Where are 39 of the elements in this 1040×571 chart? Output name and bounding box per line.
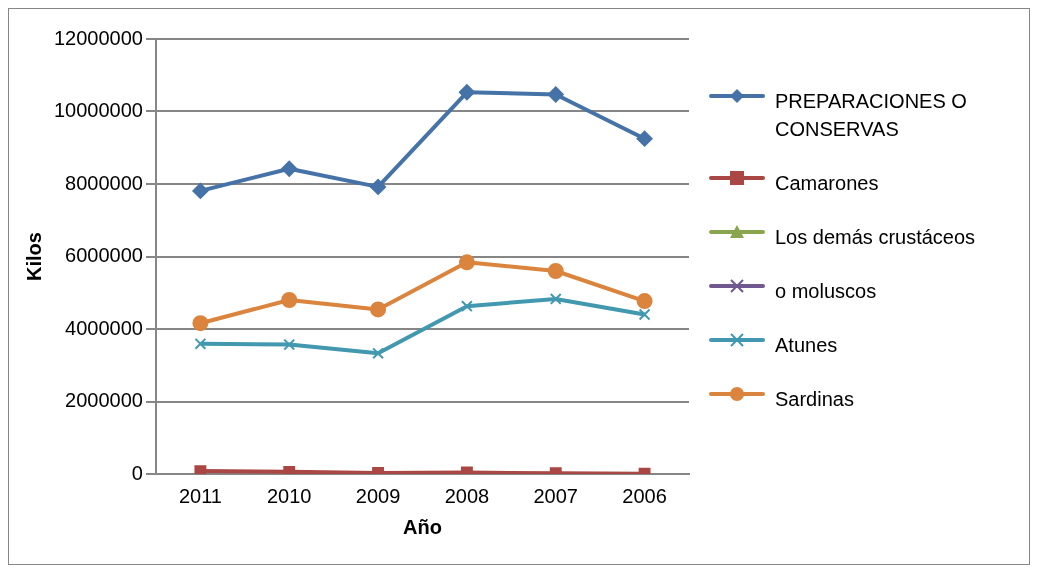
point bbox=[370, 178, 387, 195]
y-tick-label: 8000000 bbox=[65, 171, 143, 194]
y-tick-label: 6000000 bbox=[65, 244, 143, 267]
point bbox=[547, 263, 564, 279]
legend-label: PREPARACIONES O CONSERVAS bbox=[775, 89, 968, 142]
x-tick-label: 2008 bbox=[444, 484, 490, 507]
legend-label: Sardinas bbox=[775, 387, 854, 412]
y-tick-label: 4000000 bbox=[65, 316, 143, 339]
legend-label: Atunes bbox=[775, 333, 838, 358]
x-tick-label: 2011 bbox=[178, 484, 222, 507]
point bbox=[283, 338, 296, 351]
point bbox=[460, 300, 473, 313]
point bbox=[547, 86, 564, 103]
y-axis-title: Kilos bbox=[22, 232, 45, 281]
x-tick-label: 2007 bbox=[533, 484, 578, 507]
point bbox=[636, 293, 653, 310]
y-tick-label: 2000000 bbox=[65, 389, 143, 412]
x-tick-label: 2006 bbox=[622, 484, 667, 507]
legend-label: Los demás crustáceos bbox=[775, 225, 976, 250]
point bbox=[458, 254, 475, 271]
x-axis-title: Año bbox=[403, 515, 442, 538]
legend-label: o moluscos bbox=[775, 279, 877, 304]
y-tick-label: 10000000 bbox=[54, 99, 143, 122]
y-tick-label: 0 bbox=[131, 461, 143, 484]
point bbox=[636, 130, 653, 147]
point bbox=[372, 347, 385, 360]
x-tick-label: 2009 bbox=[355, 484, 401, 507]
point bbox=[549, 292, 562, 305]
x-tick-label: 2010 bbox=[266, 484, 312, 507]
point bbox=[281, 292, 298, 308]
point bbox=[192, 182, 209, 199]
point bbox=[192, 315, 209, 332]
point bbox=[458, 84, 475, 101]
legend-label: Camarones bbox=[775, 171, 879, 196]
y-tick-label: 12000000 bbox=[54, 26, 143, 49]
point bbox=[638, 308, 651, 321]
point bbox=[281, 160, 298, 177]
point bbox=[194, 337, 207, 350]
point bbox=[370, 301, 387, 318]
